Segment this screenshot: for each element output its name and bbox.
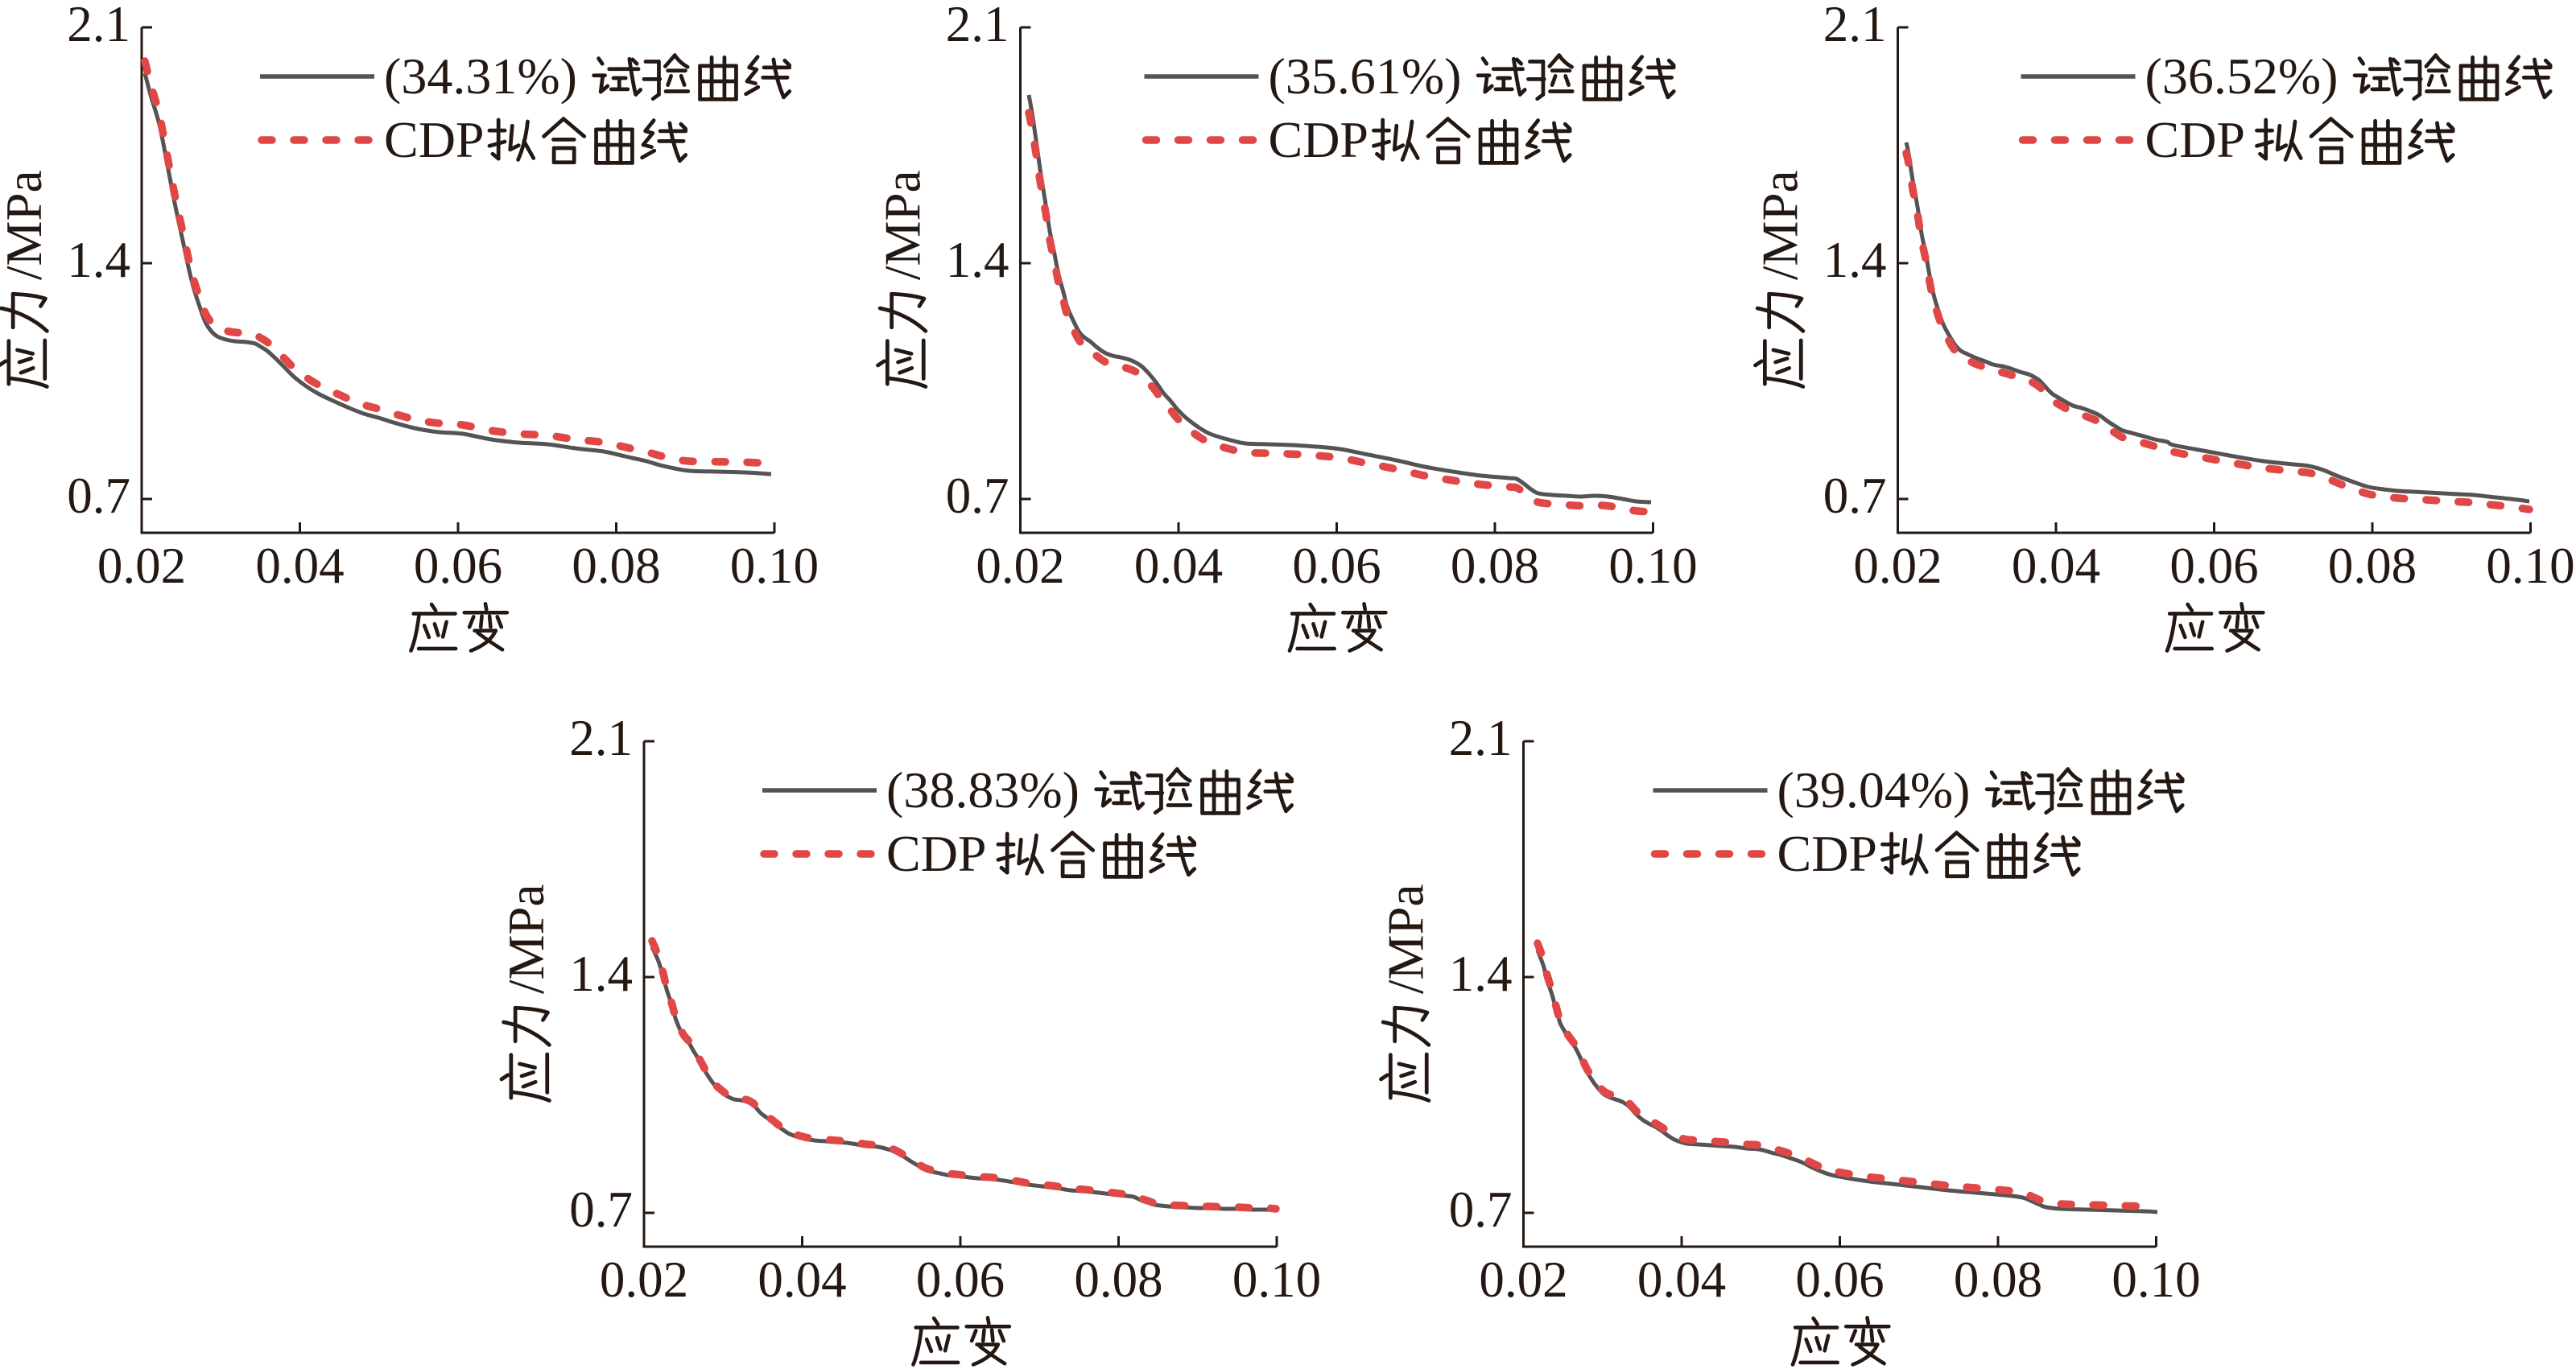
svg-text:0.06: 0.06 [916,1251,1005,1308]
svg-text:CDP: CDP [384,111,485,168]
svg-text:/MPa: /MPa [498,884,555,994]
svg-text:/MPa: /MPa [0,170,52,280]
svg-text:CDP: CDP [886,825,987,882]
svg-text:/MPa: /MPa [1752,170,1809,280]
svg-text:1.4: 1.4 [1449,946,1513,1002]
svg-text:0.02: 0.02 [97,538,186,594]
svg-text:0.08: 0.08 [572,538,660,594]
svg-text:1.4: 1.4 [67,232,130,288]
svg-text:0.10: 0.10 [2486,538,2574,594]
svg-text:0.7: 0.7 [569,1181,633,1238]
svg-text:/MPa: /MPa [1378,884,1435,994]
svg-text:0.02: 0.02 [1479,1251,1567,1308]
svg-text:0.06: 0.06 [1795,1251,1884,1308]
svg-text:(36.52%): (36.52%) [2145,47,2339,105]
svg-text:(34.31%): (34.31%) [384,47,577,105]
svg-text:0.04: 0.04 [255,538,344,594]
svg-text:CDP: CDP [1269,111,1369,168]
svg-text:0.08: 0.08 [1954,1251,2042,1308]
svg-text:0.7: 0.7 [67,468,130,524]
svg-text:2.1: 2.1 [1449,710,1513,766]
svg-text:0.02: 0.02 [1853,538,1942,594]
svg-text:0.04: 0.04 [758,1251,846,1308]
svg-text:2.1: 2.1 [569,710,633,766]
svg-text:CDP: CDP [1777,825,1878,882]
svg-text:0.04: 0.04 [1637,1251,1726,1308]
svg-text:0.10: 0.10 [730,538,819,594]
svg-text:0.06: 0.06 [414,538,502,594]
svg-text:0.06: 0.06 [2169,538,2258,594]
svg-text:1.4: 1.4 [1823,232,1887,288]
svg-text:0.08: 0.08 [1451,538,1539,594]
svg-text:2.1: 2.1 [946,0,1009,52]
svg-text:CDP: CDP [2145,111,2246,168]
svg-text:0.04: 0.04 [2012,538,2100,594]
svg-text:1.4: 1.4 [946,232,1009,288]
svg-text:0.02: 0.02 [600,1251,688,1308]
svg-text:(39.04%): (39.04%) [1777,761,1971,819]
svg-text:2.1: 2.1 [1823,0,1887,52]
svg-text:0.04: 0.04 [1134,538,1223,594]
svg-text:/MPa: /MPa [875,170,931,280]
svg-text:0.10: 0.10 [1608,538,1697,594]
svg-text:0.08: 0.08 [1074,1251,1162,1308]
svg-text:0.02: 0.02 [976,538,1064,594]
svg-text:0.10: 0.10 [2112,1251,2200,1308]
svg-text:0.10: 0.10 [1232,1251,1321,1308]
svg-text:(35.61%): (35.61%) [1269,47,1462,105]
svg-text:0.08: 0.08 [2328,538,2417,594]
svg-text:1.4: 1.4 [569,946,633,1002]
svg-text:0.7: 0.7 [1823,468,1887,524]
svg-text:0.7: 0.7 [1449,1181,1513,1238]
svg-text:(38.83%): (38.83%) [886,761,1080,819]
svg-text:0.7: 0.7 [946,468,1009,524]
svg-text:0.06: 0.06 [1292,538,1381,594]
svg-text:2.1: 2.1 [67,0,130,52]
